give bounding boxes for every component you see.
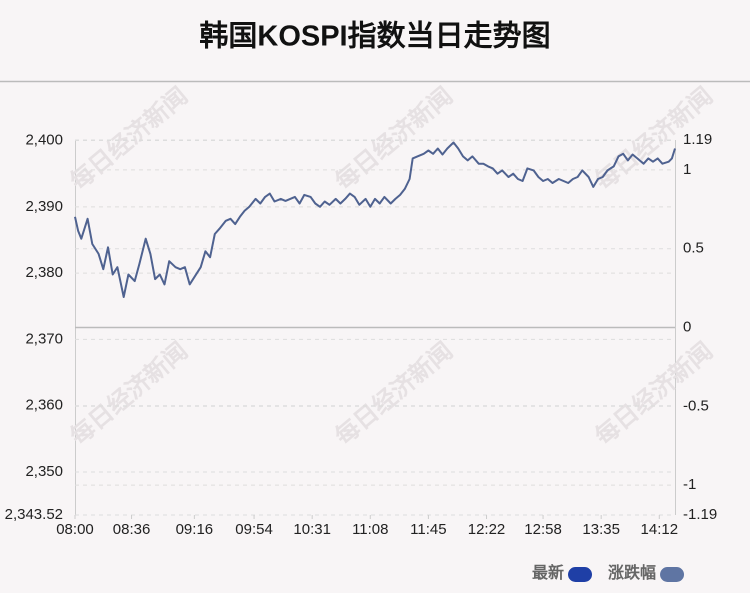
y-tick-label: 2,350 bbox=[25, 463, 63, 480]
y2-tick-label: -0.5 bbox=[683, 397, 709, 414]
legend-label: 涨跌幅 bbox=[608, 563, 656, 582]
y-tick-label: 2,370 bbox=[25, 330, 63, 347]
x-tick-label: 09:54 bbox=[235, 521, 273, 538]
y-tick-label: 2,360 bbox=[25, 397, 63, 414]
x-tick-label: 13:35 bbox=[582, 521, 620, 538]
legend-label: 最新 bbox=[532, 563, 564, 582]
x-tick-label: 11:08 bbox=[352, 521, 388, 538]
x-tick-label: 08:36 bbox=[113, 521, 151, 538]
line bbox=[74, 141, 676, 298]
y2-tick-label: 0.5 bbox=[683, 240, 704, 257]
x-tick-label: 14:12 bbox=[641, 521, 679, 538]
y-tick-label: 2,390 bbox=[25, 198, 63, 215]
x-tick-label: 12:22 bbox=[468, 521, 506, 538]
y2-tick-label: -1 bbox=[683, 476, 696, 493]
y2-tick-label: 1 bbox=[683, 161, 691, 178]
y2-tick-label: 0 bbox=[683, 318, 691, 335]
chart-title: 韩国KOSPI指数当日走势图 bbox=[199, 20, 550, 53]
legend-swatch bbox=[568, 567, 593, 582]
x-tick-label: 10:31 bbox=[293, 521, 331, 538]
y2-tick-label: -1.19 bbox=[683, 506, 717, 523]
y2-tick-label: 1.19 bbox=[683, 131, 712, 148]
y-tick-label: 2,400 bbox=[25, 131, 63, 148]
x-tick-label: 11:45 bbox=[410, 521, 446, 538]
x-tick-label: 09:16 bbox=[176, 521, 214, 538]
legend-swatch bbox=[660, 567, 685, 582]
y-tick-label: 2,343.52 bbox=[5, 506, 63, 523]
x-tick-label: 12:58 bbox=[524, 521, 562, 538]
y-tick-label: 2,380 bbox=[25, 264, 63, 281]
x-tick-label: 08:00 bbox=[56, 521, 94, 538]
